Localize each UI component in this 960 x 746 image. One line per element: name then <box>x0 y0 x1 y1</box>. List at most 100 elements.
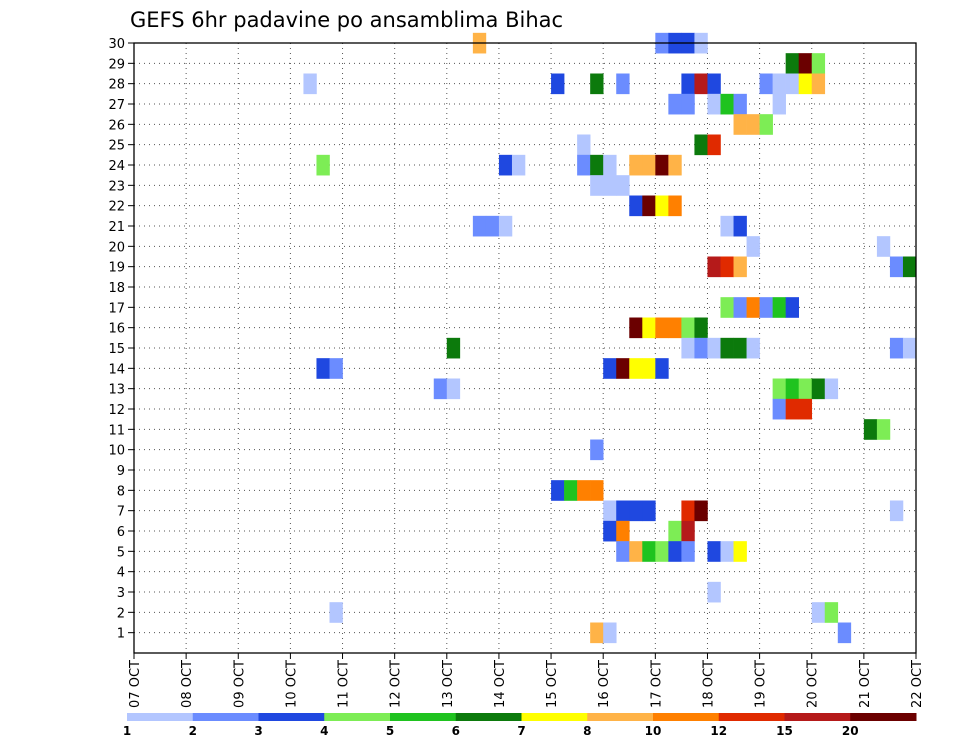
precip-cell <box>590 439 604 461</box>
precip-cell <box>590 73 604 95</box>
precip-cell <box>577 134 591 156</box>
precip-cell <box>681 337 695 359</box>
x-tick-label: 18 OCT <box>701 660 716 708</box>
colorbar-swatch <box>718 713 785 721</box>
precip-cell <box>446 337 461 359</box>
precip-cell <box>616 73 630 95</box>
chart-title: GEFS 6hr padavine po ansamblima Bihac <box>130 8 563 32</box>
precip-cell <box>720 337 734 359</box>
precip-cell <box>772 378 786 400</box>
x-tick-label: 15 OCT <box>545 660 560 708</box>
colorbar: 1 2 3 4 5 6 7 8 10 12 15 20 <box>123 713 917 738</box>
precip-cells <box>303 32 917 644</box>
precip-cell <box>616 500 630 522</box>
precip-cell <box>720 93 734 115</box>
colorbar-label: 5 <box>386 724 394 738</box>
y-tick-label: 7 <box>117 505 125 520</box>
precip-cell <box>329 358 343 379</box>
precip-cell <box>707 337 721 359</box>
precip-cell <box>577 154 591 176</box>
x-tick-label: 21 OCT <box>858 660 873 708</box>
precip-cell <box>616 520 630 542</box>
precip-cell <box>811 53 826 74</box>
y-tick-label: 30 <box>108 37 125 52</box>
precip-cell <box>694 134 708 156</box>
precip-cell <box>681 73 695 95</box>
precip-cell <box>655 541 669 562</box>
y-tick-label: 3 <box>117 586 125 601</box>
colorbar-swatch <box>850 713 917 721</box>
precip-cell <box>577 480 591 501</box>
colorbar-swatch <box>455 713 522 721</box>
precip-cell <box>511 154 526 176</box>
x-tick-label: 09 OCT <box>232 660 247 708</box>
precip-cell <box>551 73 565 95</box>
precip-cell <box>733 93 747 115</box>
precip-cell <box>629 195 643 217</box>
colorbar-swatch <box>653 713 720 721</box>
precip-cell <box>798 73 813 95</box>
precip-cell <box>446 378 461 400</box>
y-tick-label: 6 <box>117 525 125 540</box>
y-tick-label: 23 <box>108 179 125 194</box>
precip-cell <box>876 419 891 440</box>
precip-cell <box>733 541 747 562</box>
x-tick-label: 22 OCT <box>910 660 925 708</box>
precip-cell <box>551 480 565 501</box>
x-tick-label: 19 OCT <box>754 660 769 708</box>
precip-cell <box>303 73 317 95</box>
precip-cell <box>485 215 500 237</box>
precip-cell <box>694 317 708 339</box>
precip-cell <box>316 154 330 176</box>
colorbar-swatch <box>258 713 325 721</box>
precip-cell <box>707 134 721 156</box>
precip-cell <box>590 175 604 196</box>
precip-cell <box>642 154 656 176</box>
precip-cell <box>498 154 513 176</box>
precip-cell <box>655 358 669 379</box>
x-tick-label: 13 OCT <box>441 660 456 708</box>
precip-cell <box>681 500 695 522</box>
precip-cell <box>798 378 813 400</box>
precip-cell <box>590 480 604 501</box>
colorbar-label: 8 <box>583 724 591 738</box>
precip-cell <box>603 154 617 176</box>
axes: 1234567891011121314151617181920212223242… <box>108 37 925 708</box>
precip-cell <box>603 520 617 542</box>
precip-cell <box>590 622 604 644</box>
y-tick-label: 25 <box>108 139 125 154</box>
colorbar-swatch <box>587 713 654 721</box>
y-tick-label: 17 <box>108 301 125 316</box>
y-tick-label: 16 <box>108 322 125 337</box>
colorbar-swatch <box>784 713 851 721</box>
precip-cell <box>564 480 578 501</box>
y-tick-label: 20 <box>108 240 125 255</box>
precip-cell <box>668 195 682 217</box>
y-tick-label: 4 <box>117 566 125 581</box>
x-tick-label: 17 OCT <box>649 660 664 708</box>
y-tick-label: 18 <box>108 281 125 296</box>
y-tick-label: 28 <box>108 78 125 93</box>
colorbar-label: 4 <box>320 724 328 738</box>
precip-cell <box>824 378 839 400</box>
precip-cell <box>902 256 917 278</box>
colorbar-label: 15 <box>776 724 793 738</box>
precip-cell <box>681 520 695 542</box>
colorbar-swatch <box>390 713 457 721</box>
y-tick-label: 19 <box>108 261 125 276</box>
x-tick-label: 20 OCT <box>806 660 821 708</box>
precip-cell <box>889 256 904 278</box>
colorbar-label: 3 <box>254 724 262 738</box>
precip-cell <box>642 500 656 522</box>
precip-cell <box>616 175 630 196</box>
precip-cell <box>889 500 904 522</box>
precip-cell <box>759 73 773 95</box>
x-tick-label: 07 OCT <box>128 660 143 708</box>
precip-cell <box>902 337 917 359</box>
precip-cell <box>746 236 760 257</box>
precip-cell <box>772 93 786 115</box>
precip-cell <box>876 236 891 257</box>
colorbar-swatch <box>521 713 588 721</box>
